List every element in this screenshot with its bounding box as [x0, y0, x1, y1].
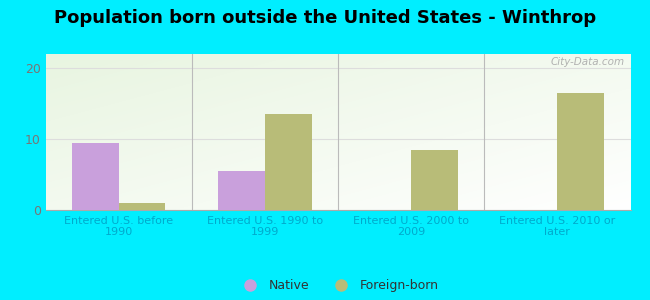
Bar — [118, 203, 165, 210]
Bar — [558, 93, 604, 210]
Bar — [265, 114, 311, 210]
Bar — [411, 150, 458, 210]
Bar — [218, 171, 265, 210]
Text: Population born outside the United States - Winthrop: Population born outside the United State… — [54, 9, 596, 27]
Text: City-Data.com: City-Data.com — [551, 57, 625, 67]
Legend: Native, Foreign-born: Native, Foreign-born — [233, 274, 443, 297]
Bar — [72, 142, 118, 210]
